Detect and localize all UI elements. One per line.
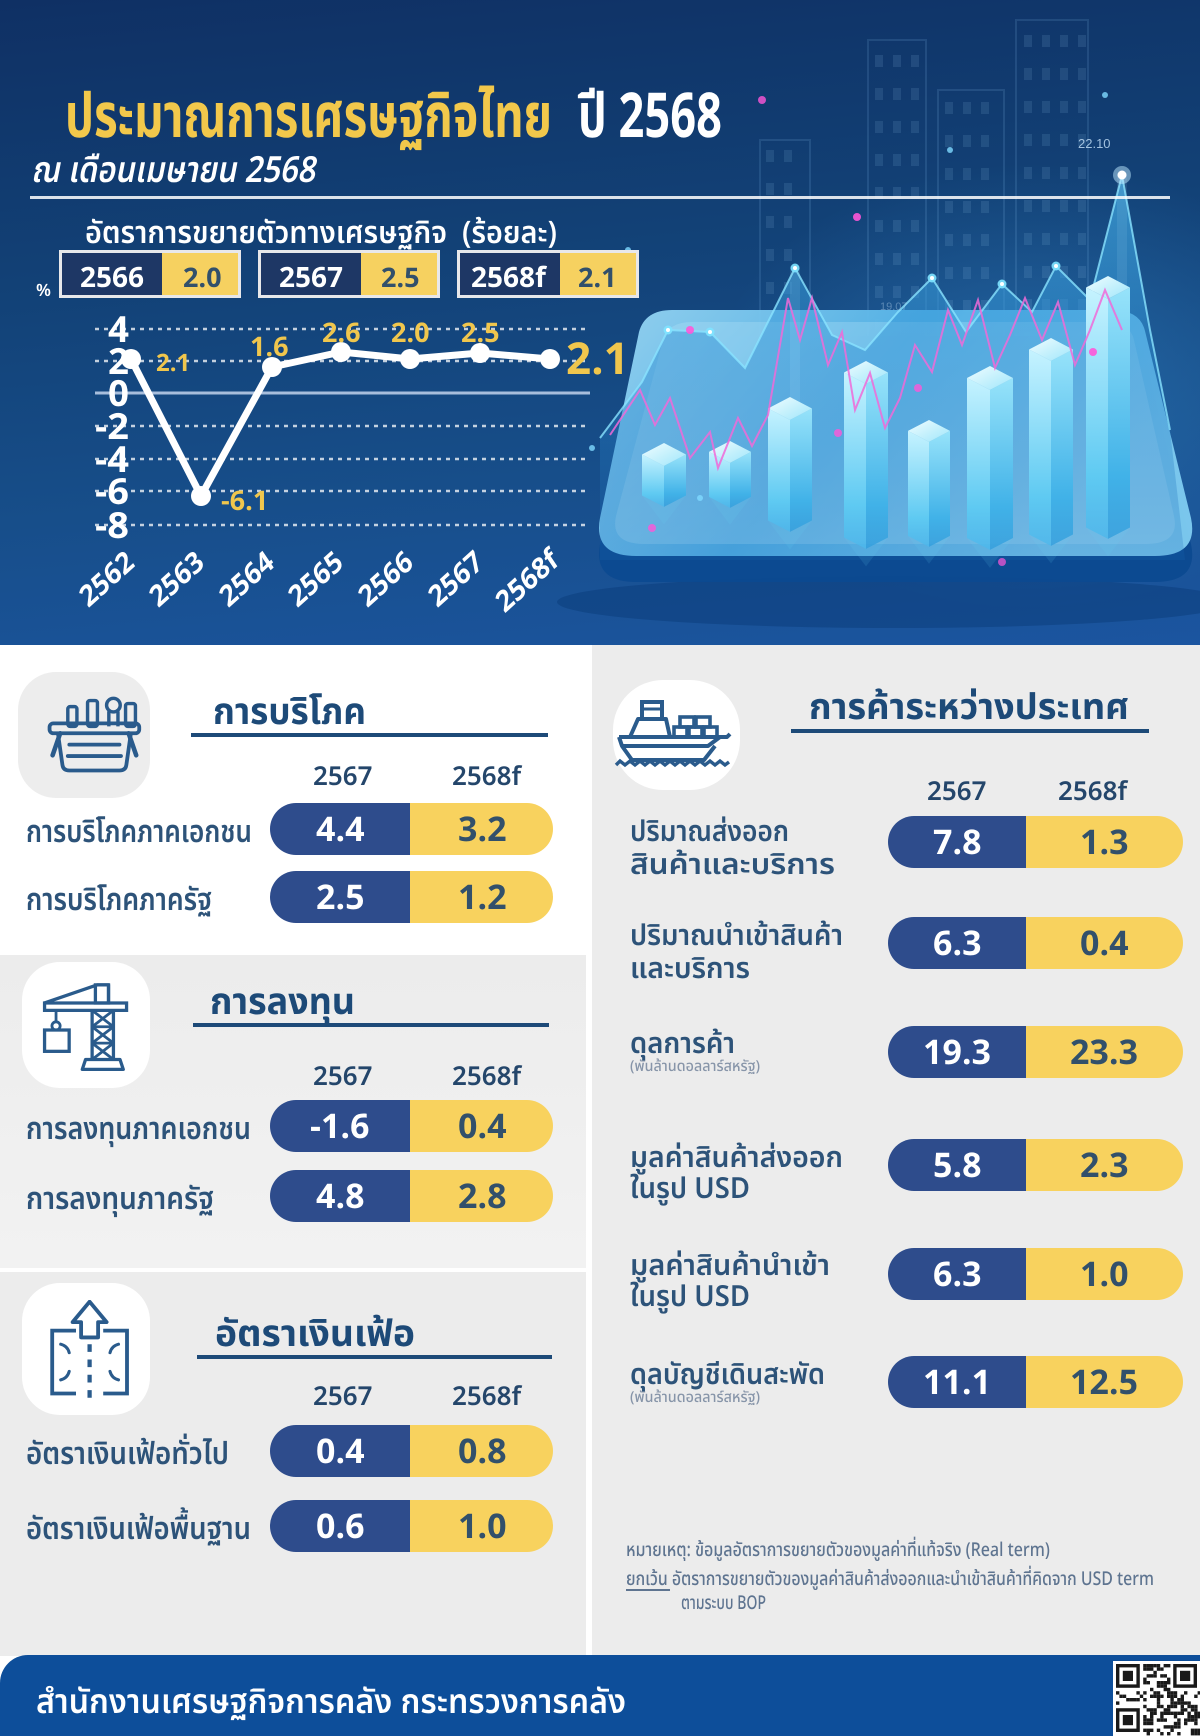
svg-text:19.07: 19.07 bbox=[880, 301, 908, 313]
svg-text:22.10: 22.10 bbox=[1078, 136, 1111, 151]
